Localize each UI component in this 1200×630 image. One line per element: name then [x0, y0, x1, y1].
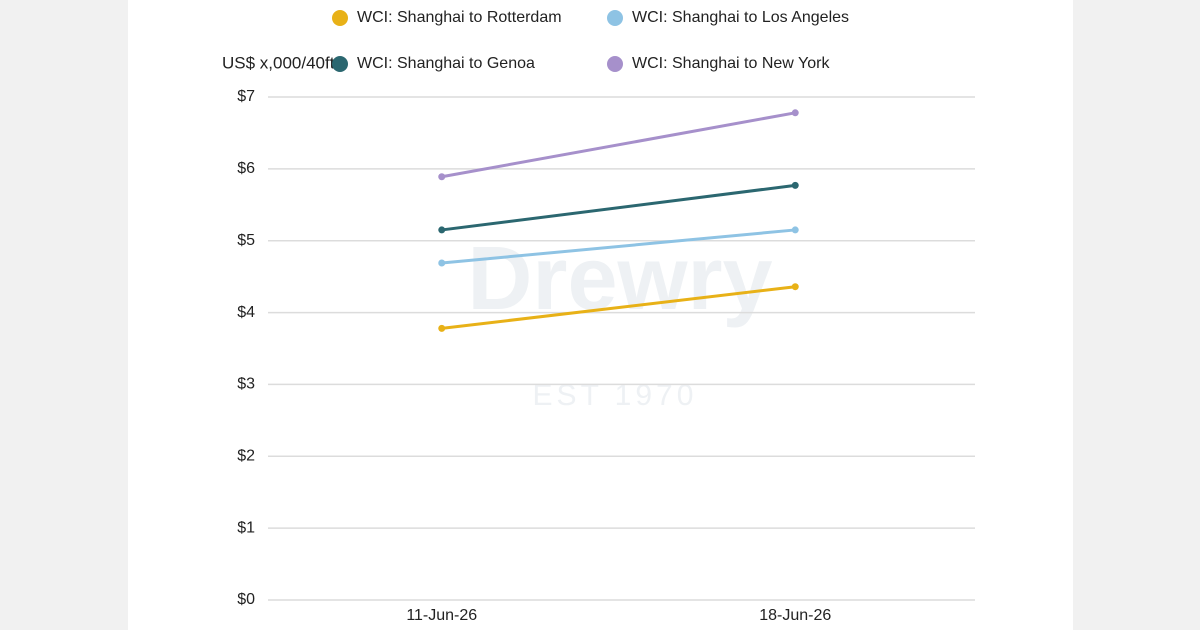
y-tick-label: $3: [237, 376, 255, 393]
series-line: [441, 285, 796, 330]
legend-swatch: [332, 10, 348, 26]
point: [791, 181, 799, 189]
legend-label: WCI: Shanghai to Los Angeles: [632, 9, 849, 26]
x-tick-label: 11-Jun-26: [406, 607, 477, 624]
y-tick-label: $0: [237, 591, 255, 608]
y-axis-title: US$ x,000/40ft: [222, 53, 335, 72]
panel: [128, 0, 1073, 630]
point: [438, 173, 446, 181]
legend-label: WCI: Shanghai to Rotterdam: [357, 9, 562, 26]
y-tick-label: $6: [237, 160, 255, 177]
y-tick-label: $1: [237, 519, 255, 536]
legend-swatch: [607, 56, 623, 72]
legend-swatch: [332, 56, 348, 72]
point: [791, 109, 799, 117]
x-tick-label: 18-Jun-26: [759, 607, 831, 624]
y-tick-label: $4: [237, 304, 255, 321]
legend-label: WCI: Shanghai to Genoa: [357, 55, 535, 72]
series-line: [441, 183, 796, 232]
y-tick-label: $2: [237, 448, 255, 465]
y-tick-label: $7: [237, 88, 255, 105]
legend-swatch: [607, 10, 623, 26]
point: [438, 324, 446, 332]
series-line: [441, 111, 796, 179]
legend-label: WCI: Shanghai to New York: [632, 55, 830, 72]
point: [438, 259, 446, 267]
y-tick-label: $5: [237, 232, 255, 249]
series-line: [441, 228, 796, 265]
watermark: Drewry: [467, 229, 772, 329]
point: [438, 226, 446, 234]
point: [791, 226, 799, 234]
point: [791, 283, 799, 291]
